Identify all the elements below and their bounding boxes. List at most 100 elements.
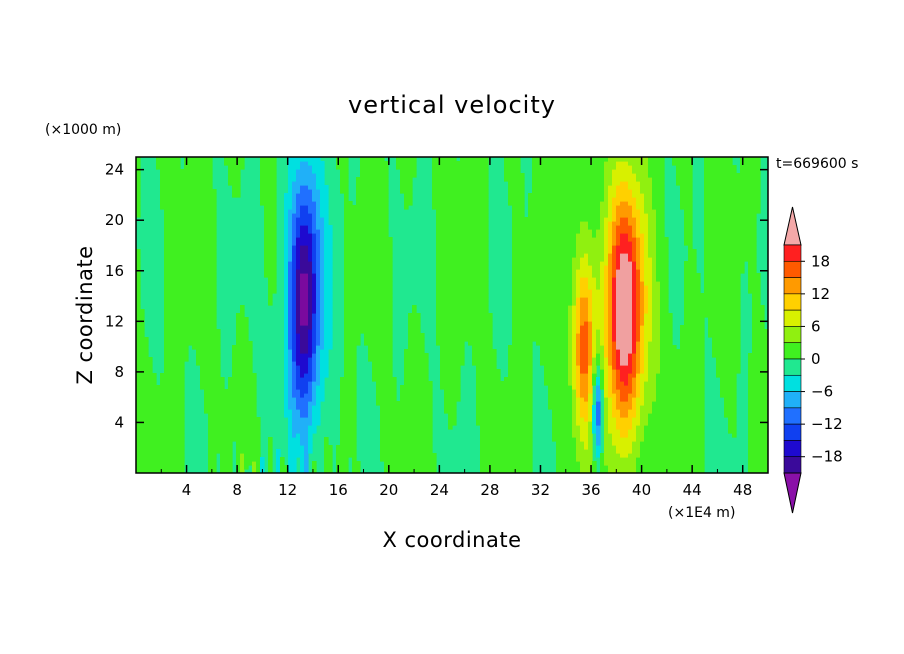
contour-cell: [348, 361, 353, 366]
contour-cell: [404, 349, 409, 354]
contour-cell: [320, 329, 325, 334]
contour-cell: [392, 409, 397, 414]
contour-cell: [236, 181, 241, 186]
contour-cell: [316, 285, 321, 290]
contour-cell: [196, 169, 201, 174]
contour-cell: [484, 189, 489, 194]
contour-cell: [436, 233, 441, 238]
contour-cell: [316, 261, 321, 266]
contour-cell: [320, 281, 325, 286]
contour-cell: [440, 201, 445, 206]
contour-cell: [384, 381, 389, 386]
contour-cell: [204, 365, 209, 370]
contour-cell: [356, 285, 361, 290]
contour-cell: [468, 285, 473, 290]
contour-cell: [288, 245, 293, 250]
contour-cell: [184, 309, 189, 314]
contour-cell: [136, 157, 141, 162]
contour-cell: [484, 301, 489, 306]
contour-cell: [208, 337, 213, 342]
contour-cell: [388, 405, 393, 410]
contour-cell: [240, 325, 245, 330]
contour-cell: [436, 321, 441, 326]
contour-cell: [240, 441, 245, 446]
contour-cell: [528, 213, 533, 218]
contour-cell: [508, 441, 513, 446]
contour-cell: [176, 381, 181, 386]
contour-cell: [348, 373, 353, 378]
contour-cell: [236, 325, 241, 330]
contour-cell: [420, 449, 425, 454]
contour-cell: [208, 453, 213, 458]
contour-cell: [456, 293, 461, 298]
contour-cell: [304, 185, 309, 190]
contour-cell: [444, 261, 449, 266]
contour-cell: [364, 341, 369, 346]
contour-cell: [196, 309, 201, 314]
contour-cell: [300, 449, 305, 454]
contour-cell: [480, 253, 485, 258]
contour-cell: [464, 161, 469, 166]
contour-cell: [348, 433, 353, 438]
contour-cell: [168, 269, 173, 274]
contour-cell: [172, 317, 177, 322]
contour-cell: [300, 349, 305, 354]
contour-cell: [356, 273, 361, 278]
contour-cell: [380, 357, 385, 362]
contour-cell: [232, 433, 237, 438]
contour-cell: [516, 321, 521, 326]
contour-cell: [524, 305, 529, 310]
contour-cell: [288, 169, 293, 174]
contour-cell: [280, 469, 285, 473]
contour-cell: [516, 469, 521, 473]
contour-cell: [152, 425, 157, 430]
contour-cell: [468, 261, 473, 266]
contour-cell: [452, 337, 457, 342]
contour-cell: [524, 389, 529, 394]
contour-cell: [384, 433, 389, 438]
contour-cell: [136, 397, 141, 402]
contour-cell: [296, 297, 301, 302]
contour-cell: [340, 173, 345, 178]
contour-cell: [172, 237, 177, 242]
contour-cell: [456, 205, 461, 210]
contour-cell: [348, 217, 353, 222]
contour-cell: [204, 181, 209, 186]
contour-cell: [524, 265, 529, 270]
contour-cell: [272, 289, 277, 294]
contour-cell: [268, 301, 273, 306]
contour-cell: [380, 397, 385, 402]
contour-cell: [176, 169, 181, 174]
contour-cell: [188, 297, 193, 302]
contour-cell: [292, 345, 297, 350]
contour-cell: [344, 401, 349, 406]
contour-cell: [528, 197, 533, 202]
contour-cell: [284, 229, 289, 234]
contour-cell: [516, 361, 521, 366]
contour-cell: [216, 337, 221, 342]
contour-cell: [300, 213, 305, 218]
contour-cell: [528, 389, 533, 394]
contour-cell: [524, 217, 529, 222]
contour-cell: [460, 289, 465, 294]
contour-cell: [484, 397, 489, 402]
contour-cell: [212, 241, 217, 246]
contour-cell: [376, 181, 381, 186]
contour-cell: [404, 205, 409, 210]
contour-cell: [372, 257, 377, 262]
contour-cell: [196, 205, 201, 210]
contour-cell: [464, 321, 469, 326]
contour-cell: [172, 329, 177, 334]
contour-cell: [512, 357, 517, 362]
contour-cell: [268, 173, 273, 178]
contour-cell: [368, 157, 373, 162]
contour-cell: [284, 313, 289, 318]
contour-cell: [180, 373, 185, 378]
contour-cell: [444, 193, 449, 198]
contour-cell: [304, 465, 309, 470]
contour-cell: [340, 389, 345, 394]
contour-cell: [136, 185, 141, 190]
contour-cell: [452, 233, 457, 238]
contour-cell: [300, 405, 305, 410]
contour-cell: [456, 273, 461, 278]
